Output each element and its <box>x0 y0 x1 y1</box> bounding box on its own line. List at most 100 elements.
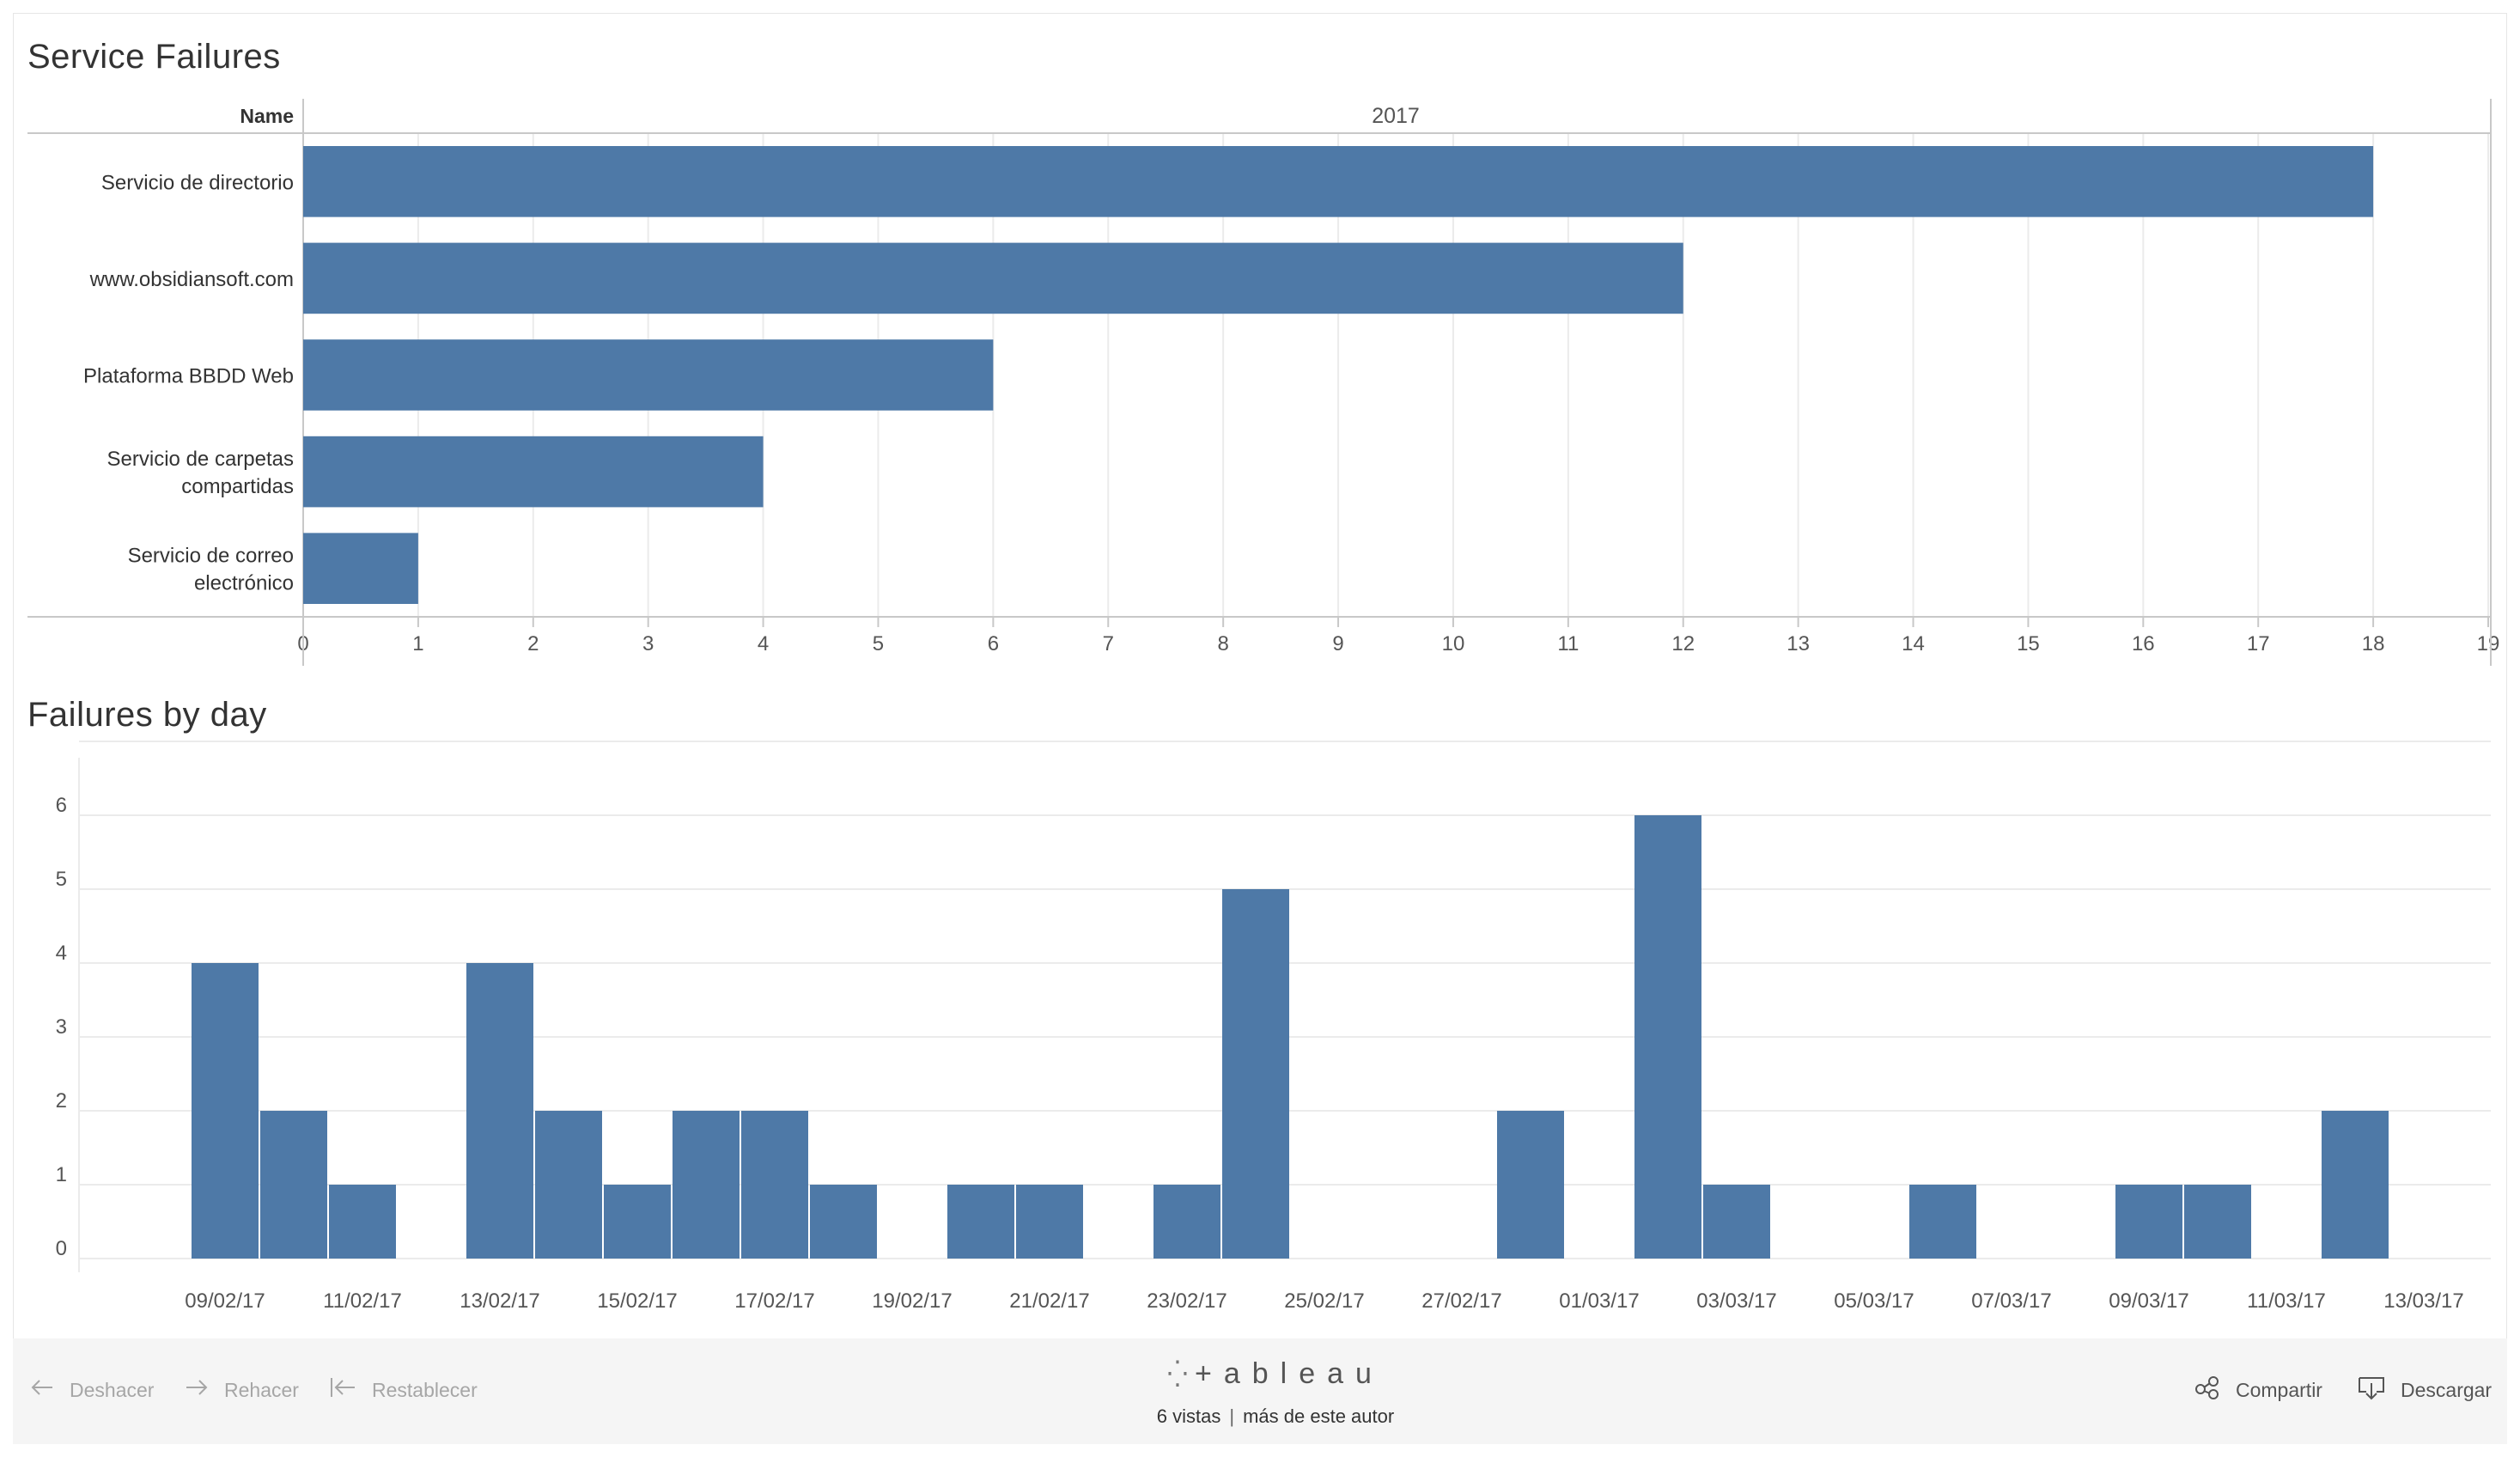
x-tick-label: 9 <box>1332 632 1343 655</box>
x-tick-label: 3 <box>642 632 654 655</box>
x-tick-label: 11 <box>1557 632 1579 655</box>
redo-button[interactable]: Rehacer <box>185 1373 299 1407</box>
bar-2 <box>303 242 1683 314</box>
day-bar-02/03/17 <box>1634 815 1701 1259</box>
x-tick-label: 09/02/17 <box>185 1289 265 1313</box>
x-tick-label: 7 <box>1103 632 1114 655</box>
x-tick-label: 11/03/17 <box>2247 1289 2326 1313</box>
reset-button[interactable]: Restablecer <box>329 1373 478 1407</box>
y-tick-label: 5 <box>56 868 67 891</box>
y-tick-label: 3 <box>56 1015 67 1039</box>
more-from-author-link[interactable]: más de este autor <box>1243 1405 1395 1427</box>
column-header: 2017 <box>1372 104 1420 128</box>
day-bar-21/02/17 <box>1016 1185 1083 1259</box>
x-tick-label: 12 <box>1671 632 1695 655</box>
service-failures-chart: Name2017012345678910111213141516171819Se… <box>27 99 2500 666</box>
views-info: 6 vistas | más de este autor <box>1061 1405 1490 1428</box>
day-bar-10/03/17 <box>2184 1185 2251 1259</box>
day-bar-23/02/17 <box>1153 1185 1220 1259</box>
bar-1 <box>303 146 2374 217</box>
undo-button[interactable]: Deshacer <box>30 1373 154 1407</box>
x-tick-label: 03/03/17 <box>1696 1289 1776 1313</box>
x-tick-label: 1 <box>412 632 423 655</box>
brand-text: +ableau <box>1194 1357 1384 1390</box>
tableau-logo[interactable]: ⁛ +ableau <box>1164 1357 1387 1391</box>
day-bar-28/02/17 <box>1497 1111 1564 1259</box>
bar-5 <box>303 533 418 604</box>
day-bar-15/02/17 <box>604 1185 671 1259</box>
day-bar-06/03/17 <box>1909 1185 1976 1259</box>
x-tick-label: 4 <box>758 632 769 655</box>
day-bar-17/02/17 <box>741 1111 808 1259</box>
tableau-cross-icon: ⁛ <box>1167 1361 1188 1389</box>
chart1-title: Service Failures <box>27 38 281 76</box>
day-bar-09/02/17 <box>192 963 259 1259</box>
y-tick-label: 4 <box>56 942 67 965</box>
category-label: Servicio de directorio <box>101 171 294 194</box>
x-tick-label: 17 <box>2247 632 2270 655</box>
x-tick-label: 11/02/17 <box>323 1289 402 1313</box>
y-tick-label: 1 <box>56 1163 67 1186</box>
day-bar-10/02/17 <box>260 1111 327 1259</box>
x-tick-label: 13/03/17 <box>2383 1289 2463 1313</box>
x-tick-label: 8 <box>1217 632 1228 655</box>
x-tick-label: 13 <box>1787 632 1810 655</box>
x-tick-label: 25/02/17 <box>1284 1289 1364 1313</box>
x-tick-label: 18 <box>2362 632 2385 655</box>
chart2-title: Failures by day <box>27 696 267 734</box>
x-tick-label: 6 <box>988 632 999 655</box>
y-tick-label: 6 <box>56 794 67 817</box>
undo-label: Deshacer <box>70 1378 155 1401</box>
views-count: 6 vistas <box>1156 1405 1221 1427</box>
row-header: Name <box>240 105 294 127</box>
x-tick-label: 05/03/17 <box>1834 1289 1914 1313</box>
toolbar: Deshacer Rehacer Restablecer ⁛ +ableau 6 … <box>13 1338 2507 1444</box>
day-bar-09/03/17 <box>2115 1185 2182 1259</box>
day-bar-24/02/17 <box>1222 889 1289 1259</box>
day-bar-13/02/17 <box>466 963 533 1259</box>
arrow-left-icon <box>30 1378 54 1402</box>
category-label: compartidas <box>181 475 294 498</box>
x-tick-label: 2 <box>527 632 539 655</box>
day-bar-03/03/17 <box>1703 1185 1770 1259</box>
bar-3 <box>303 339 994 411</box>
x-tick-label: 15/02/17 <box>597 1289 677 1313</box>
x-tick-label: 27/02/17 <box>1421 1289 1501 1313</box>
x-tick-label: 09/03/17 <box>2109 1289 2188 1313</box>
y-tick-label: 2 <box>56 1089 67 1113</box>
share-button[interactable]: Compartir <box>2194 1373 2322 1407</box>
day-bar-14/02/17 <box>535 1111 602 1259</box>
x-tick-label: 07/03/17 <box>1971 1289 2051 1313</box>
share-label: Compartir <box>2236 1378 2322 1401</box>
day-bar-18/02/17 <box>810 1185 877 1259</box>
x-tick-label: 13/02/17 <box>460 1289 539 1313</box>
x-tick-label: 17/02/17 <box>734 1289 814 1313</box>
x-tick-label: 5 <box>873 632 884 655</box>
bar-4 <box>303 436 764 508</box>
x-tick-label: 16 <box>2132 632 2155 655</box>
x-tick-label: 01/03/17 <box>1559 1289 1639 1313</box>
share-icon <box>2194 1375 2220 1405</box>
x-tick-label: 14 <box>1902 632 1925 655</box>
category-label: electrónico <box>194 572 294 595</box>
day-bar-16/02/17 <box>673 1111 740 1259</box>
redo-label: Rehacer <box>224 1378 299 1401</box>
reset-label: Restablecer <box>372 1378 478 1401</box>
day-bar-12/03/17 <box>2322 1111 2389 1259</box>
x-tick-label: 10 <box>1442 632 1465 655</box>
category-label: Servicio de correo <box>128 545 294 568</box>
day-bar-11/02/17 <box>329 1185 396 1259</box>
day-bar-20/02/17 <box>947 1185 1014 1259</box>
download-button[interactable]: Descargar <box>2358 1373 2492 1407</box>
arrow-right-icon <box>185 1378 209 1402</box>
x-tick-label: 19 <box>2477 632 2500 655</box>
x-tick-label: 21/02/17 <box>1009 1289 1089 1313</box>
x-tick-label: 23/02/17 <box>1147 1289 1227 1313</box>
category-label: Plataforma BBDD Web <box>83 365 294 388</box>
failures-by-day-chart: 0 1 2 3 4 5 6 7 09/02/17 11/02/17 13/02/17 15/02/17… <box>56 739 2491 1313</box>
download-icon <box>2358 1375 2385 1405</box>
download-label: Descargar <box>2401 1378 2493 1401</box>
category-label: Servicio de carpetas <box>107 448 294 471</box>
reset-icon <box>329 1376 356 1404</box>
y-tick-label: 7 <box>56 739 67 743</box>
